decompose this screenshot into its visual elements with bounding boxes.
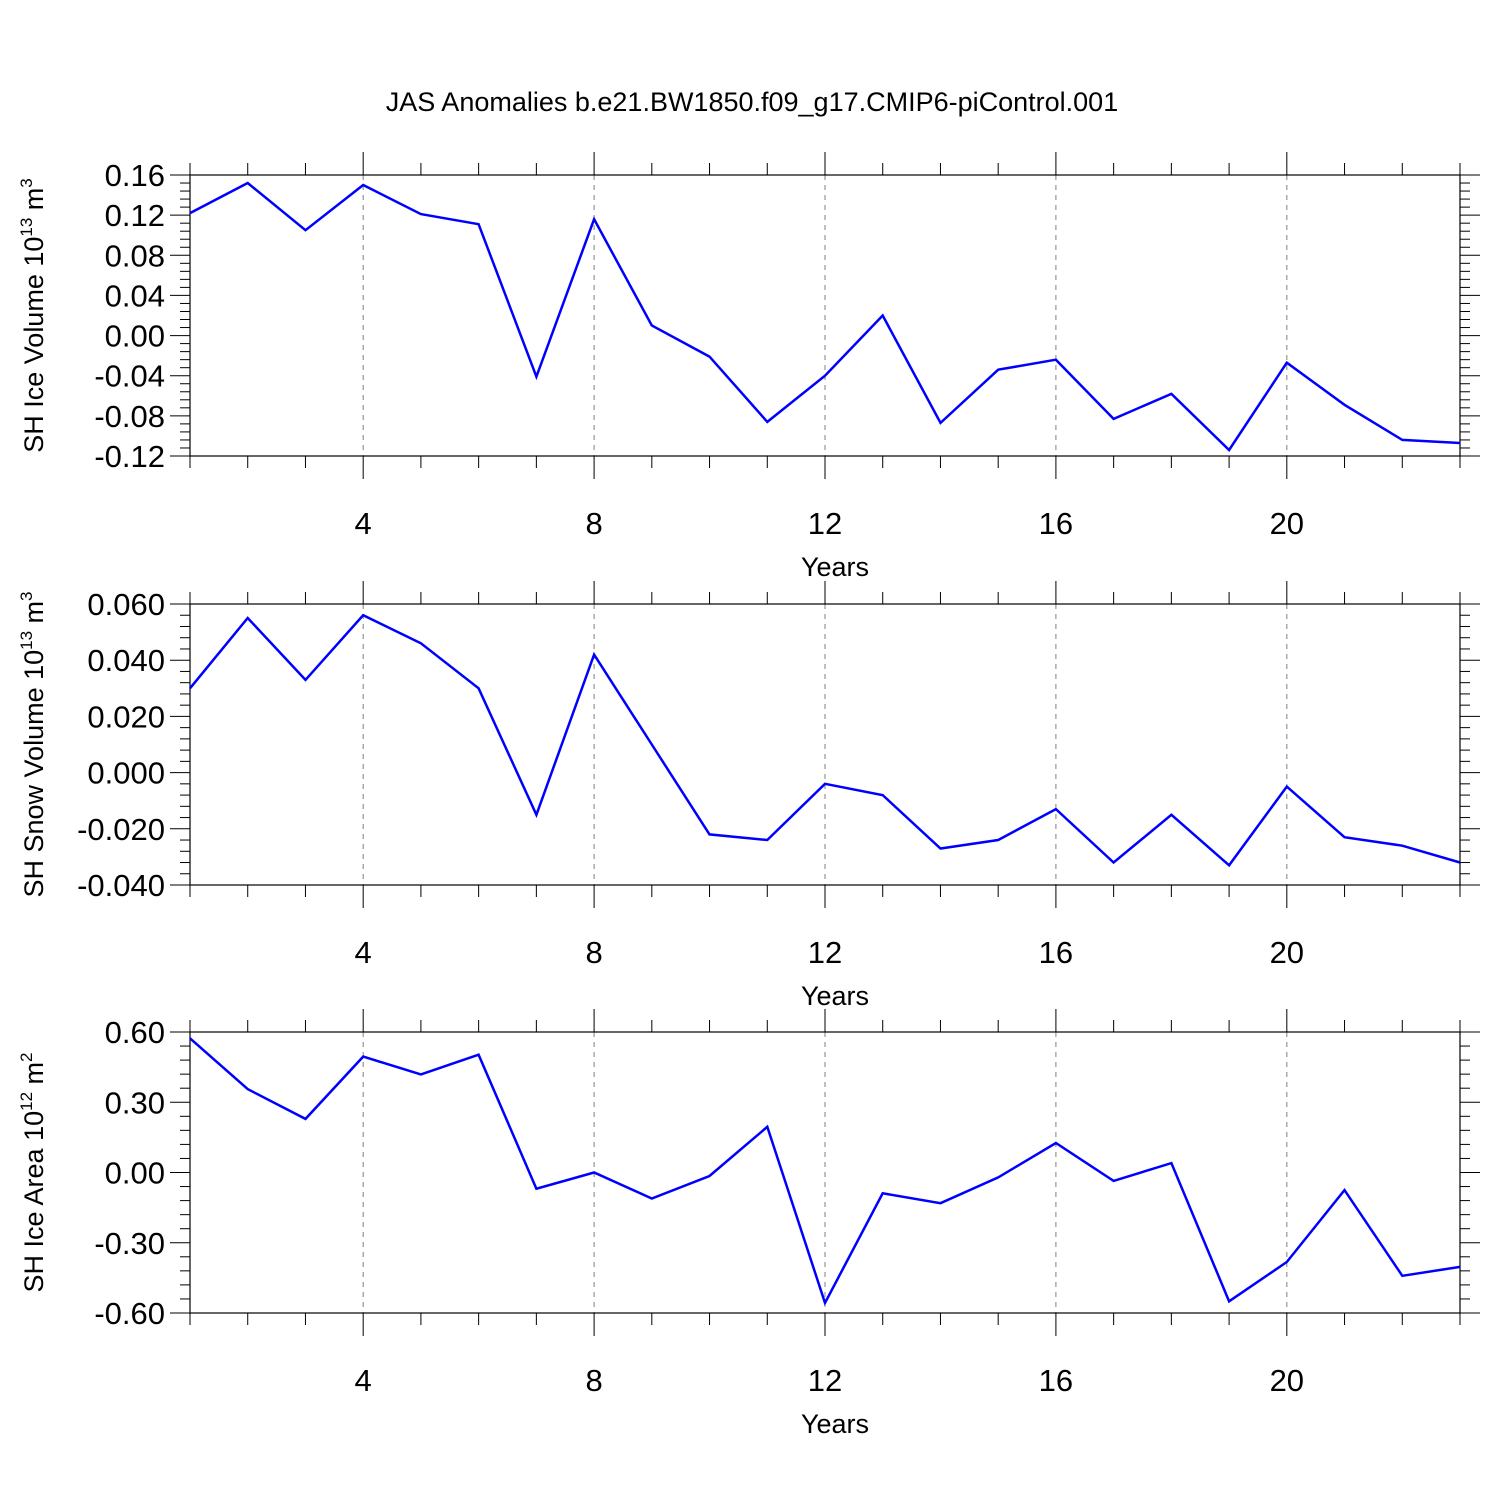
y-axis-label-unit-exponent: 3 xyxy=(17,178,36,187)
x-axis-label: Years xyxy=(801,552,869,582)
y-axis-label-exponent: 12 xyxy=(17,1092,36,1111)
x-tick-label: 16 xyxy=(1039,1363,1073,1398)
plot-frame xyxy=(189,1031,1461,1314)
x-tick-label: 20 xyxy=(1270,1363,1304,1398)
y-tick-label: -0.12 xyxy=(94,439,165,474)
y-axis-label: SH Ice Area 1012 m2 xyxy=(17,1053,49,1293)
y-tick-label: 0.040 xyxy=(87,643,165,678)
y-tick-label: 0.30 xyxy=(105,1085,165,1120)
x-tick-label: 12 xyxy=(808,506,842,541)
plot-frame xyxy=(189,174,1461,457)
y-tick-label: -0.60 xyxy=(94,1296,165,1331)
plot-frame xyxy=(189,603,1461,886)
chart-title: JAS Anomalies b.e21.BW1850.f09_g17.CMIP6… xyxy=(386,87,1118,117)
x-tick-label: 4 xyxy=(355,506,372,541)
y-axis-label-unit: m xyxy=(19,601,49,631)
y-axis-label: SH Snow Volume 1013 m3 xyxy=(17,591,49,897)
x-tick-label: 8 xyxy=(585,506,602,541)
y-axis-label-unit-exponent: 2 xyxy=(17,1053,36,1062)
y-tick-label: -0.020 xyxy=(77,812,165,847)
y-axis-label-exponent: 13 xyxy=(17,218,36,237)
y-tick-label: 0.04 xyxy=(105,278,165,313)
panel-2: -0.040 -0.020 0.000 0.020 0.040 0.060 4 8 12 16 20… xyxy=(17,581,1480,1011)
y-axis-label-exponent: 13 xyxy=(17,631,36,650)
panel-1: -0.12 -0.08 -0.04 0.00 0.04 0.08 0.12 0.16 4 8 12 1… xyxy=(17,152,1480,582)
y-tick-label: 0.060 xyxy=(87,587,165,622)
y-tick-label: -0.30 xyxy=(94,1226,165,1261)
series-line xyxy=(189,613,1461,868)
x-tick-label: 8 xyxy=(585,1363,602,1398)
x-tick-label: 4 xyxy=(355,935,372,970)
x-tick-label: 16 xyxy=(1039,935,1073,970)
y-tick-label: 0.12 xyxy=(105,198,165,233)
x-tick-label: 8 xyxy=(585,935,602,970)
y-tick-label: 0.00 xyxy=(105,1156,165,1191)
x-axis-label: Years xyxy=(801,1409,869,1439)
y-axis-label-text: SH Ice Area 10 xyxy=(19,1111,49,1293)
x-tick-label: 16 xyxy=(1039,506,1073,541)
x-axis-label: Years xyxy=(801,981,869,1011)
series-line xyxy=(189,1037,1461,1307)
series-line xyxy=(189,181,1461,452)
y-axis-label: SH Ice Volume 1013 m3 xyxy=(17,178,49,453)
x-tick-label: 12 xyxy=(808,1363,842,1398)
y-tick-label: 0.020 xyxy=(87,699,165,734)
y-tick-label: 0.000 xyxy=(87,756,165,791)
y-tick-label: 0.00 xyxy=(105,319,165,354)
y-axis-label-unit: m xyxy=(19,1062,49,1092)
y-tick-label: 0.16 xyxy=(105,158,165,193)
x-tick-label: 12 xyxy=(808,935,842,970)
y-tick-label: 0.08 xyxy=(105,238,165,273)
x-tick-label: 20 xyxy=(1270,935,1304,970)
y-tick-label: 0.60 xyxy=(105,1015,165,1050)
x-tick-label: 4 xyxy=(355,1363,372,1398)
y-axis-label-unit: m xyxy=(19,188,49,218)
y-tick-label: -0.08 xyxy=(94,399,165,434)
y-tick-label: -0.040 xyxy=(77,868,165,903)
y-axis-label-text: SH Snow Volume 10 xyxy=(19,650,49,898)
panel-3: -0.60 -0.30 0.00 0.30 0.60 4 8 12 16 20 Years SH Ic… xyxy=(17,1009,1480,1439)
y-axis-label-unit-exponent: 3 xyxy=(17,591,36,600)
y-axis-label-text: SH Ice Volume 10 xyxy=(19,237,49,453)
y-tick-label: -0.04 xyxy=(94,359,165,394)
x-tick-label: 20 xyxy=(1270,506,1304,541)
